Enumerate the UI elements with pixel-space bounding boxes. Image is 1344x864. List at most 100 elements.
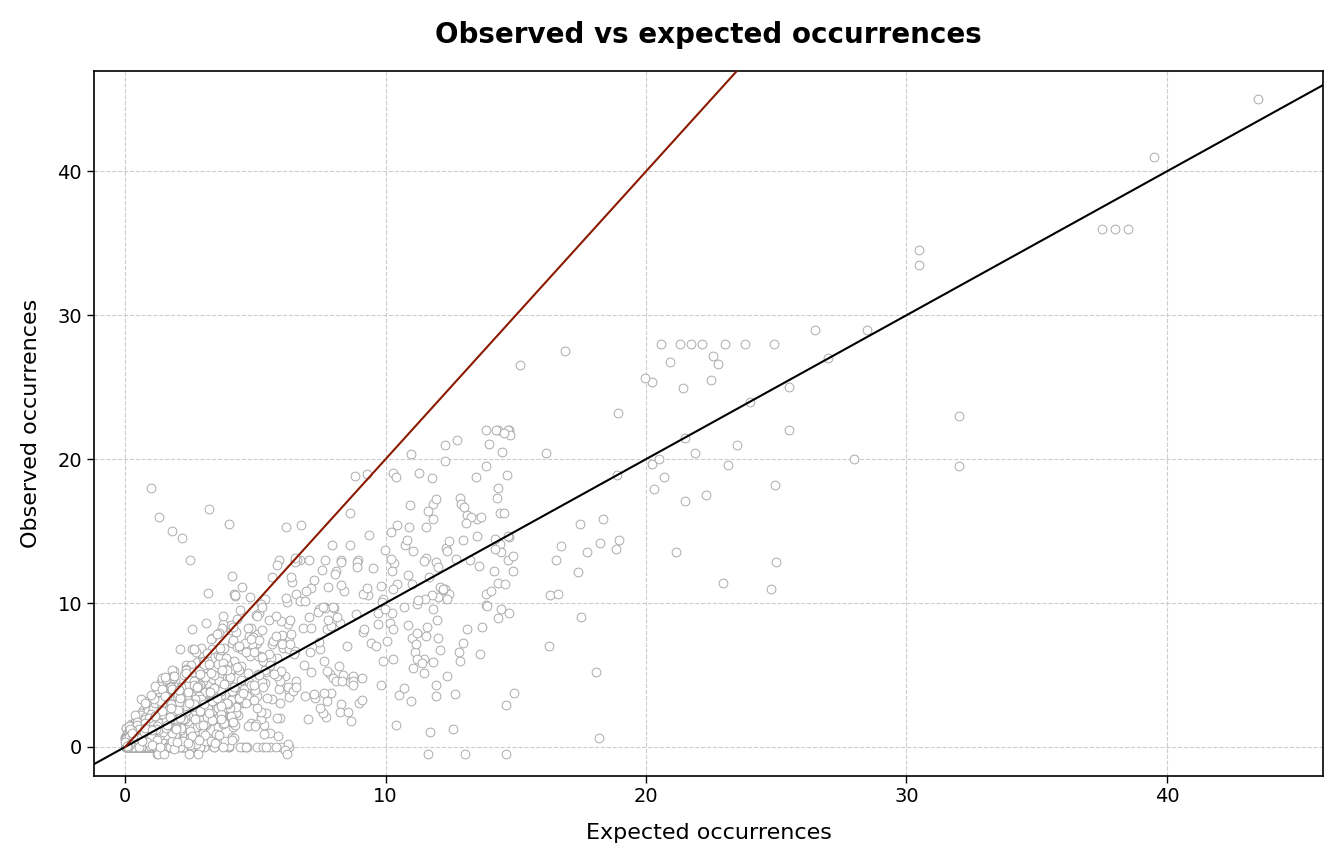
Point: [136, 740, 157, 753]
Point: [184, 689, 206, 702]
Point: [114, 736, 136, 750]
Point: [129, 731, 151, 745]
Point: [383, 556, 405, 569]
Point: [117, 739, 138, 753]
Point: [376, 634, 398, 648]
Point: [948, 409, 969, 422]
Point: [488, 576, 509, 590]
Point: [121, 734, 142, 747]
Point: [382, 466, 403, 480]
Point: [121, 724, 142, 738]
Point: [313, 686, 335, 700]
Point: [149, 705, 171, 719]
Point: [466, 530, 488, 543]
Point: [129, 734, 151, 748]
Point: [118, 740, 140, 753]
Point: [238, 666, 259, 680]
Point: [476, 599, 497, 613]
Point: [220, 619, 242, 632]
Point: [128, 740, 149, 753]
Point: [198, 706, 219, 720]
Point: [142, 702, 164, 716]
Point: [140, 708, 161, 721]
Point: [203, 668, 224, 682]
Point: [157, 712, 179, 726]
Point: [157, 677, 179, 690]
Point: [173, 740, 195, 753]
Point: [120, 740, 141, 753]
Point: [194, 696, 215, 709]
Point: [372, 654, 394, 668]
Point: [399, 520, 421, 534]
Point: [141, 740, 163, 753]
Point: [116, 737, 137, 751]
Point: [169, 642, 191, 656]
Point: [176, 658, 198, 672]
Point: [124, 728, 145, 742]
Point: [151, 726, 172, 740]
Point: [124, 725, 145, 739]
Point: [156, 727, 177, 740]
Point: [351, 693, 372, 707]
Point: [146, 740, 168, 753]
Point: [249, 668, 270, 682]
Point: [208, 626, 230, 639]
Point: [140, 715, 161, 728]
Point: [345, 607, 367, 621]
Point: [223, 731, 245, 745]
Point: [177, 694, 199, 708]
Point: [224, 706, 246, 720]
Point: [165, 740, 187, 753]
Point: [211, 697, 233, 711]
X-axis label: Expected occurrences: Expected occurrences: [586, 823, 832, 843]
Point: [434, 454, 456, 468]
Point: [164, 731, 185, 745]
Point: [153, 726, 175, 740]
Point: [149, 713, 171, 727]
Point: [124, 727, 145, 740]
Point: [317, 694, 339, 708]
Point: [116, 730, 137, 744]
Point: [118, 734, 140, 747]
Point: [156, 727, 177, 741]
Point: [163, 669, 184, 683]
Point: [148, 736, 169, 750]
Point: [121, 734, 142, 748]
Point: [165, 704, 187, 718]
Point: [172, 740, 194, 753]
Point: [156, 713, 177, 727]
Point: [126, 740, 148, 753]
Point: [116, 733, 137, 746]
Point: [144, 718, 165, 732]
Point: [138, 716, 160, 730]
Point: [177, 696, 199, 709]
Point: [465, 470, 487, 484]
Point: [233, 740, 254, 753]
Point: [128, 726, 149, 740]
Point: [134, 730, 156, 744]
Point: [134, 712, 156, 726]
Point: [149, 740, 171, 753]
Point: [415, 551, 437, 565]
Point: [179, 724, 200, 738]
Point: [185, 645, 207, 659]
Point: [179, 696, 200, 710]
Point: [456, 516, 477, 530]
Point: [421, 471, 442, 485]
Point: [302, 573, 324, 587]
Point: [130, 737, 152, 751]
Point: [185, 737, 207, 751]
Point: [413, 554, 434, 568]
Point: [130, 706, 152, 720]
Point: [148, 723, 169, 737]
Point: [212, 677, 234, 691]
Point: [124, 726, 145, 740]
Point: [161, 727, 183, 740]
Point: [136, 728, 157, 742]
Point: [121, 740, 142, 753]
Point: [126, 720, 148, 734]
Point: [218, 739, 239, 753]
Point: [167, 703, 188, 717]
Point: [190, 646, 211, 660]
Point: [199, 714, 220, 727]
